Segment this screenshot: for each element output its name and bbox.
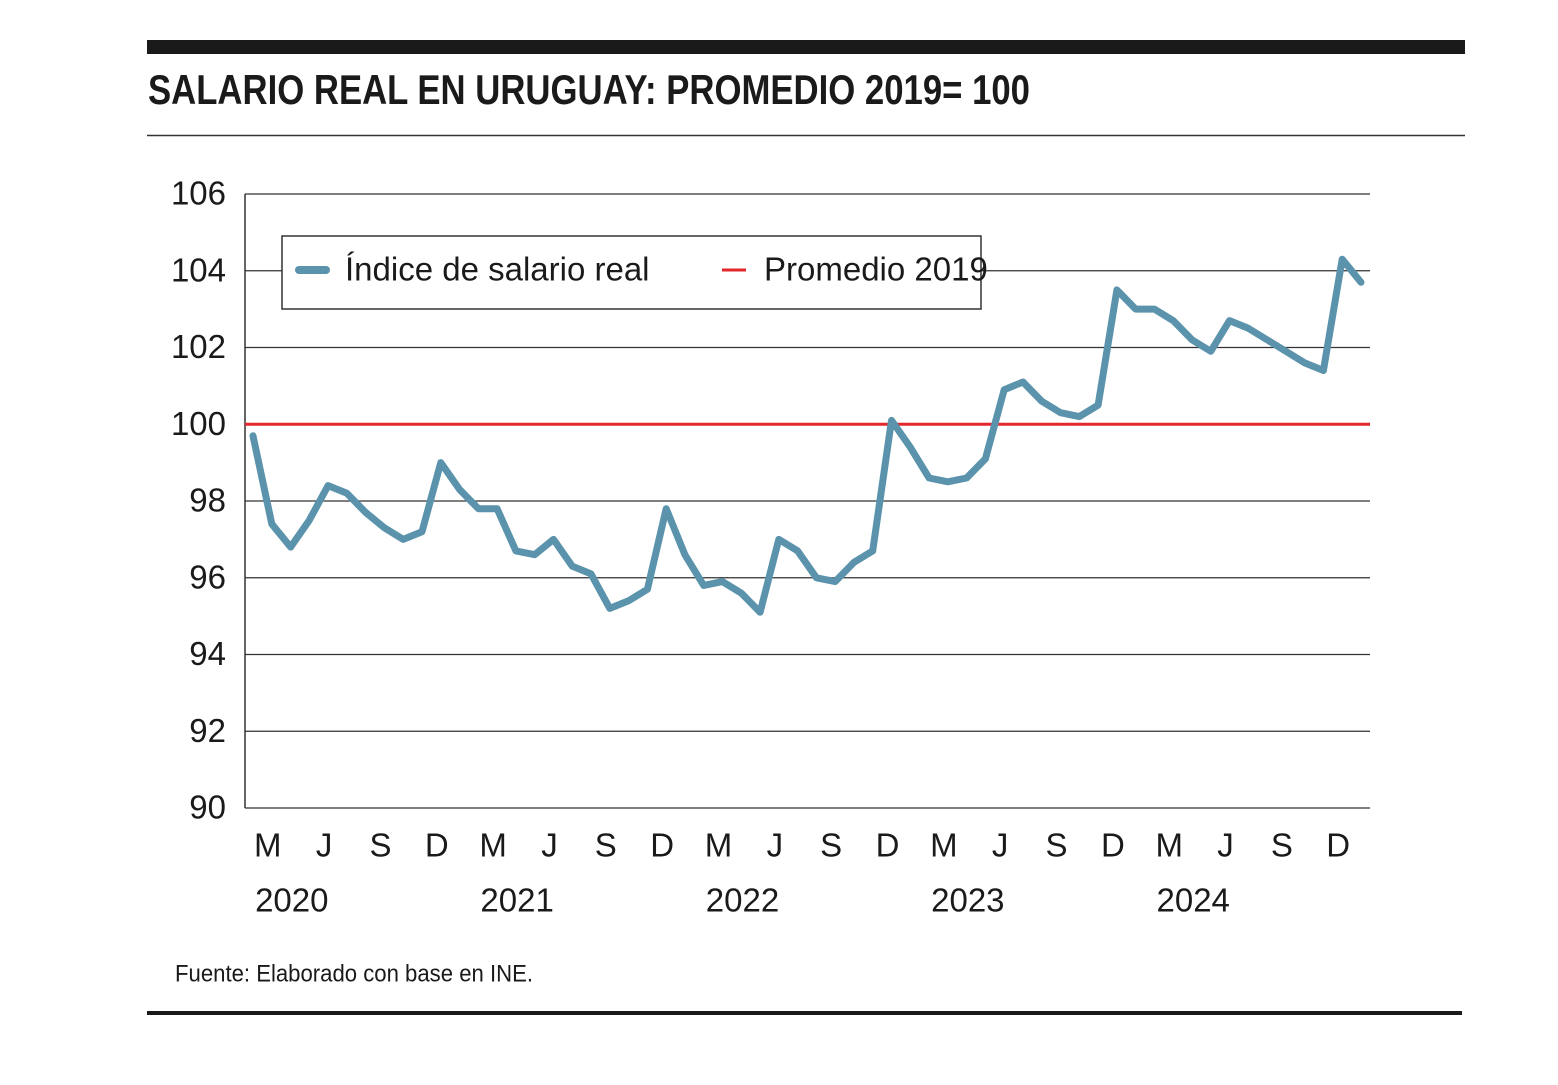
x-tick-label: S (820, 827, 842, 864)
x-tick-label: S (369, 827, 391, 864)
year-label: 2021 (480, 882, 553, 919)
x-tick-label: J (767, 827, 784, 864)
x-tick-label: D (1101, 827, 1125, 864)
y-tick-label: 106 (171, 175, 226, 212)
x-tick-label: S (1271, 827, 1293, 864)
year-label: 2024 (1156, 882, 1229, 919)
series-line (249, 255, 1365, 616)
x-tick-label: M (930, 827, 958, 864)
x-tick-label: D (876, 827, 900, 864)
x-tick-label: S (595, 827, 617, 864)
y-tick-label: 96 (189, 558, 226, 595)
x-tick-label: M (479, 827, 507, 864)
x-tick-label: M (705, 827, 733, 864)
x-tick-label: J (541, 827, 558, 864)
chart-title: SALARIO REAL EN URUGUAY: PROMEDIO 2019= … (148, 66, 1030, 113)
x-tick-label: J (316, 827, 333, 864)
y-tick-label: 92 (189, 712, 226, 749)
y-tick-label: 100 (171, 405, 226, 442)
x-tick-label: D (1326, 827, 1350, 864)
x-tick-label: M (254, 827, 282, 864)
legend-label: Promedio 2019 (764, 251, 988, 288)
x-tick-label: S (1046, 827, 1068, 864)
y-tick-label: 94 (189, 635, 226, 672)
year-label: 2023 (931, 882, 1004, 919)
year-label: 2020 (255, 882, 328, 919)
year-label: 2022 (706, 882, 779, 919)
x-tick-label: D (650, 827, 674, 864)
x-tick-label: J (1217, 827, 1234, 864)
x-tick-label: M (1155, 827, 1183, 864)
x-tick-label: J (992, 827, 1009, 864)
legend-label: Índice de salario real (345, 251, 650, 288)
y-tick-label: 102 (171, 328, 226, 365)
y-tick-label: 104 (171, 251, 226, 288)
legend-box (281, 235, 982, 310)
source: Fuente: Elaborado con base en INE. (175, 960, 533, 987)
y-tick-label: 90 (189, 789, 226, 826)
top-bar (147, 40, 1465, 54)
y-tick-label: 98 (189, 482, 226, 519)
x-tick-label: D (425, 827, 449, 864)
